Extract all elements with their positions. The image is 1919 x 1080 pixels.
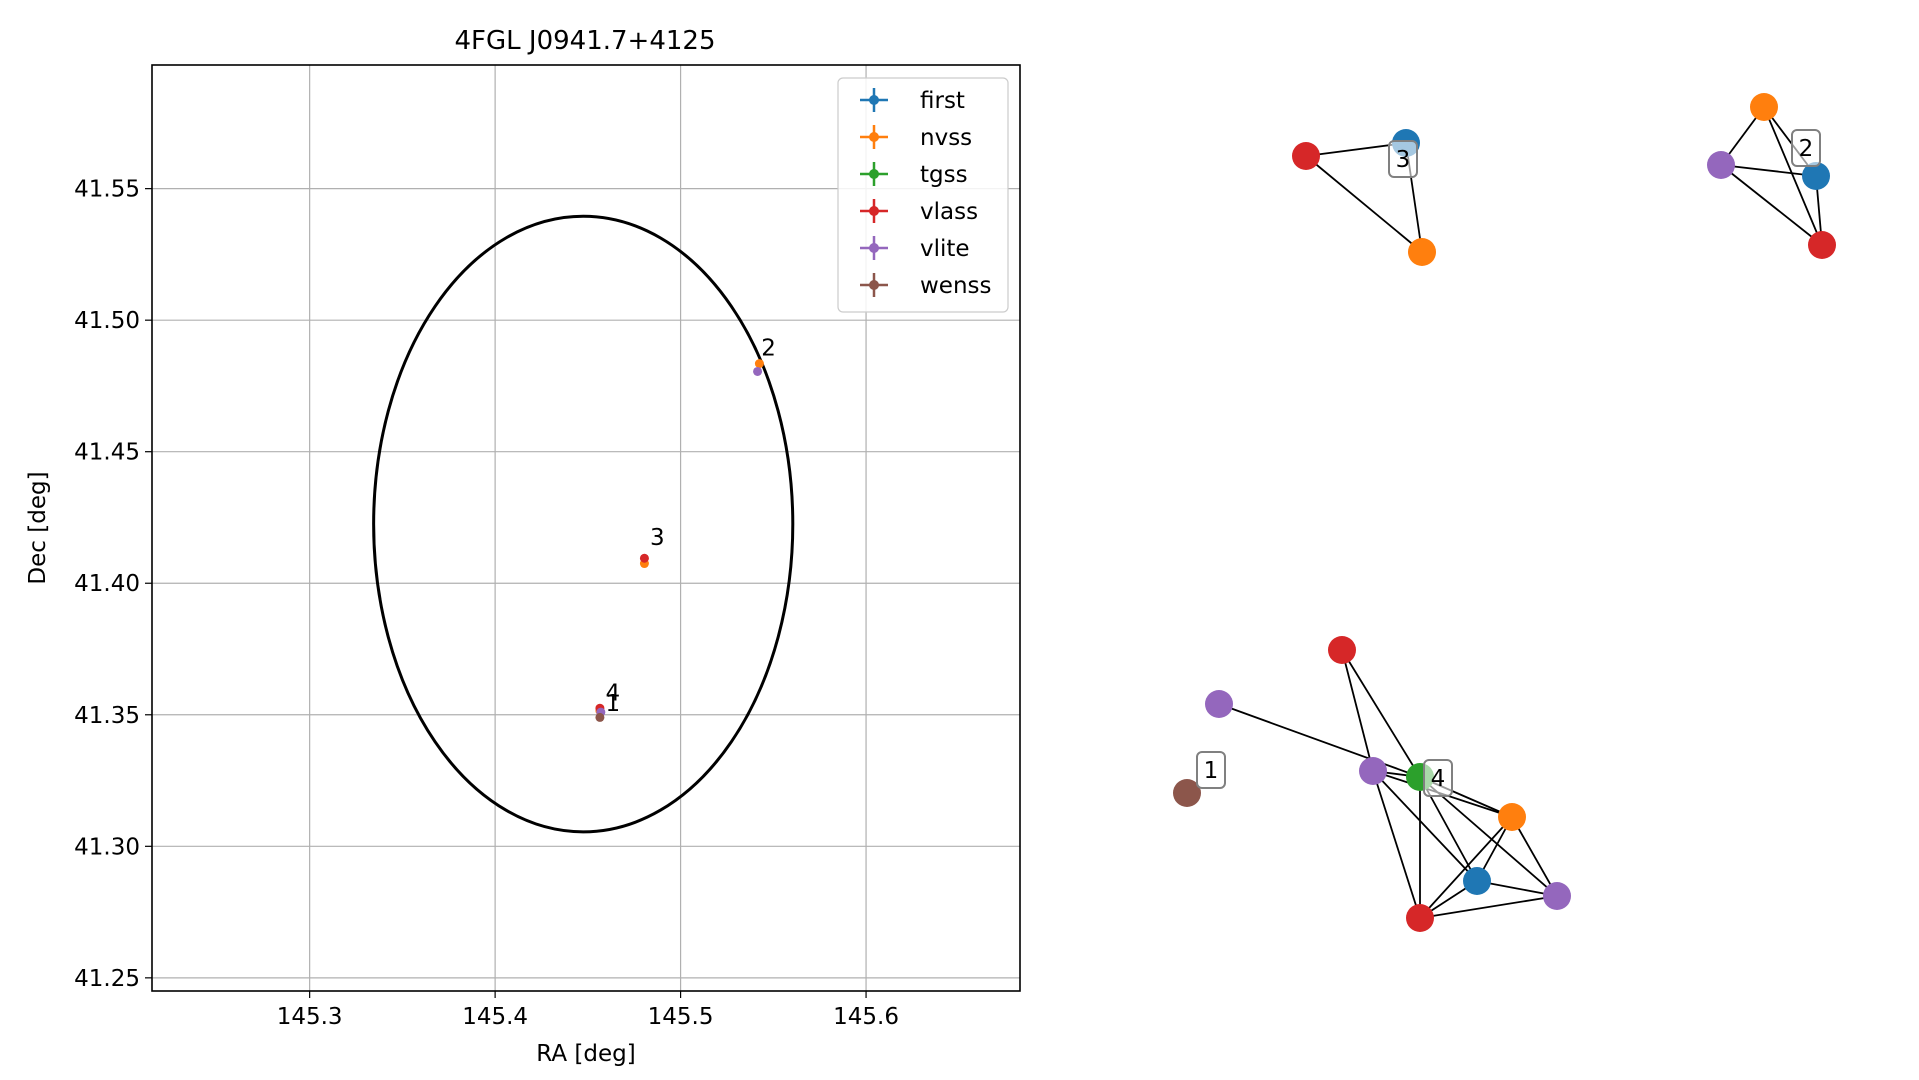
legend-label-wenss: wenss <box>920 273 992 299</box>
chart-title: 4FGL J0941.7+4125 <box>455 26 716 56</box>
error-ellipse-outline <box>372 214 795 834</box>
y-tick-label: 41.35 <box>74 703 140 729</box>
source-points <box>595 359 764 722</box>
point-annotation: 4 <box>605 680 620 706</box>
graph-labels: 3 2 1 4 <box>1196 129 1821 797</box>
y-tick-label: 41.50 <box>74 308 140 334</box>
legend-label-tgss: tgss <box>920 162 968 188</box>
x-tick-label: 145.3 <box>277 1004 343 1030</box>
y-tick-label: 41.40 <box>74 571 140 597</box>
x-axis-label: RA [deg] <box>536 1041 635 1067</box>
point-annotation: 3 <box>650 525 665 551</box>
graph-node <box>1406 904 1434 932</box>
y-tick-label: 41.25 <box>74 966 140 992</box>
legend-label-nvss: nvss <box>920 125 972 151</box>
graph-node <box>1808 231 1836 259</box>
graph-label-box <box>1388 140 1418 178</box>
data-point-wenss <box>595 712 605 722</box>
graph-label-text: 3 <box>1396 147 1411 173</box>
graph-node <box>1498 803 1526 831</box>
graph-edge <box>1511 816 1558 897</box>
graph-label-box <box>1196 751 1226 789</box>
graph-node <box>1328 636 1356 664</box>
graph-node <box>1463 867 1491 895</box>
graph-edge <box>1419 895 1558 919</box>
y-tick-label: 41.45 <box>74 440 140 466</box>
graph-node <box>1359 757 1387 785</box>
y-tick-label: 41.55 <box>74 177 140 203</box>
legend-label-vlite: vlite <box>920 236 970 262</box>
y-axis-label: Dec [deg] <box>25 471 51 584</box>
graph-edge <box>1341 649 1421 778</box>
graph-edge <box>1419 816 1513 919</box>
x-axis-ticks: 145.3 145.4 145.5 145.6 <box>277 991 899 1030</box>
legend-dot-nvss <box>869 132 879 142</box>
graph-node <box>1543 882 1571 910</box>
legend-dot-first <box>869 95 879 105</box>
x-tick-label: 145.4 <box>462 1004 528 1030</box>
graph-node <box>1408 238 1436 266</box>
graph-node <box>1173 779 1201 807</box>
graph-edge <box>1341 649 1374 772</box>
graph-edge <box>1305 155 1423 253</box>
data-point-vlite <box>753 366 763 376</box>
point-annotation: 1 <box>605 691 620 717</box>
association-graph: 3 2 1 4 <box>1173 93 1836 932</box>
graph-label-text: 2 <box>1799 136 1814 162</box>
graph-node <box>1292 142 1320 170</box>
legend-label-vlass: vlass <box>920 199 978 225</box>
point-annotation: 2 <box>761 336 776 362</box>
grid-lines <box>152 65 1020 991</box>
error-ellipse <box>372 214 795 834</box>
graph-label-box <box>1423 759 1453 797</box>
legend-label-first: first <box>920 88 965 114</box>
y-axis-ticks: 41.25 41.30 41.35 41.40 41.45 41.50 41.55 <box>74 177 152 992</box>
graph-edge <box>1372 770 1478 882</box>
graph-node <box>1802 162 1830 190</box>
graph-edge <box>1372 770 1421 919</box>
data-point-vlass <box>639 553 649 563</box>
graph-edge <box>1763 106 1823 246</box>
x-tick-label: 145.5 <box>648 1004 714 1030</box>
x-tick-label: 145.6 <box>833 1004 899 1030</box>
graph-node <box>1205 690 1233 718</box>
graph-node <box>1707 151 1735 179</box>
graph-edge <box>1218 703 1421 778</box>
graph-label-text: 4 <box>1431 766 1446 792</box>
legend-dot-vlite <box>869 243 879 253</box>
graph-edge <box>1720 164 1823 246</box>
legend-dot-tgss <box>869 169 879 179</box>
graph-label-box <box>1791 129 1821 167</box>
graph-node <box>1750 93 1778 121</box>
point-annotations: 2 3 41 <box>605 336 775 717</box>
legend-dot-wenss <box>869 280 879 290</box>
y-tick-label: 41.30 <box>74 834 140 860</box>
legend-dot-vlass <box>869 206 879 216</box>
data-point-nvss <box>754 359 764 369</box>
plot-frame <box>151 64 1021 992</box>
graph-edge <box>1720 164 1817 177</box>
graph-label-text: 1 <box>1204 758 1219 784</box>
legend: first nvss tgss vlass vlite wenss <box>837 77 1009 313</box>
